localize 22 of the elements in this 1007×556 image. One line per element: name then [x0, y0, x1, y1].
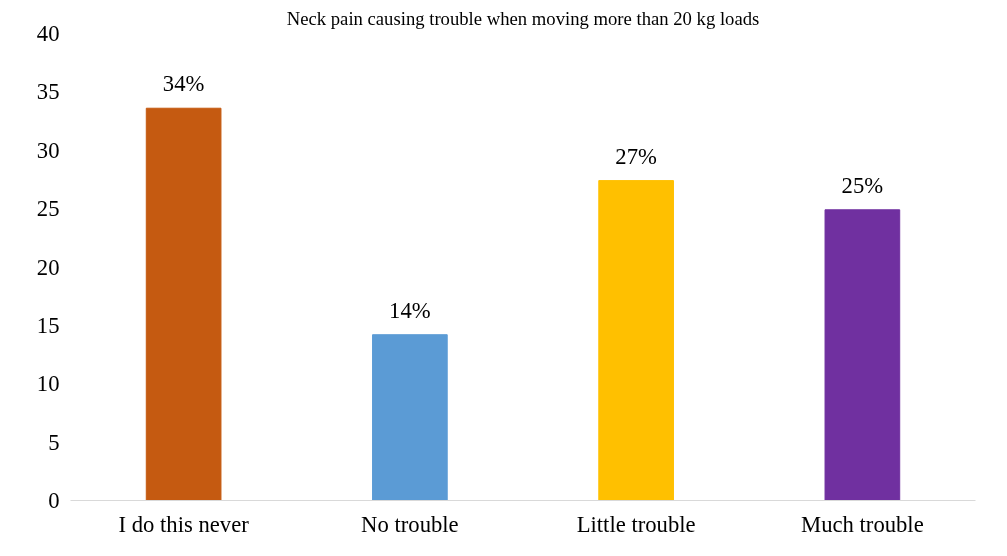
- data-label: 25%: [841, 172, 884, 198]
- x-tick-label: Little trouble: [576, 511, 696, 537]
- bar: [372, 334, 448, 501]
- data-label: 27%: [615, 143, 658, 169]
- y-tick-label: 20: [36, 254, 60, 280]
- y-tick-label: 15: [36, 312, 60, 338]
- y-tick-label: 5: [48, 429, 60, 455]
- bar: [145, 107, 222, 501]
- y-tick-label: 10: [36, 371, 60, 397]
- y-tick-label: 40: [36, 21, 60, 46]
- data-label: 34%: [162, 71, 205, 97]
- x-tick-label: Much trouble: [801, 511, 924, 537]
- x-tick-label: I do this never: [118, 511, 250, 537]
- y-tick-label: 35: [36, 79, 60, 105]
- chart-title: Neck pain causing trouble when moving more than 20 kg loads: [286, 7, 760, 29]
- y-tick-label: 30: [36, 137, 60, 163]
- bar: [824, 209, 901, 501]
- bar: [598, 180, 674, 501]
- y-tick-label: 25: [36, 196, 60, 222]
- data-label: 14%: [389, 297, 431, 323]
- y-tick-label: 0: [48, 488, 60, 513]
- x-tick-label: No trouble: [361, 511, 459, 537]
